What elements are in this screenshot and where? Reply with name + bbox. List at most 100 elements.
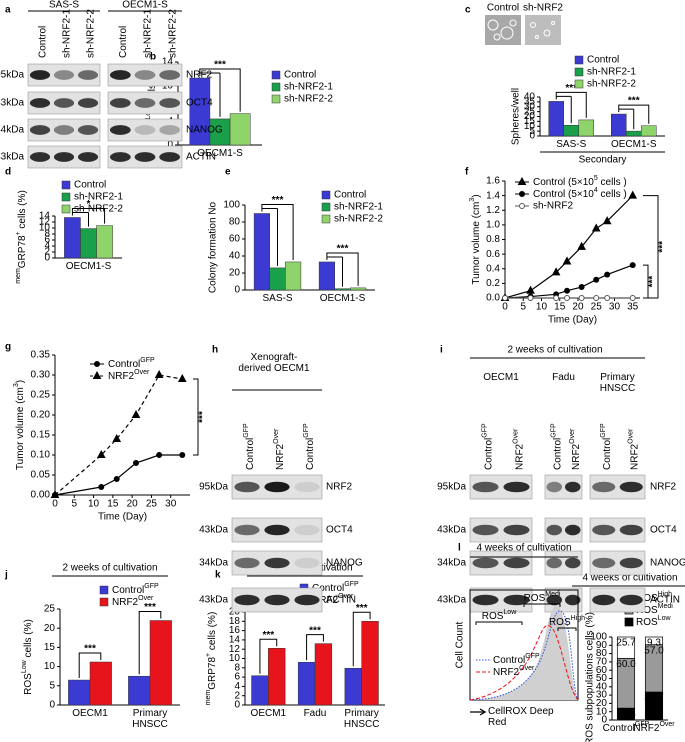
- legend-label: Control: [284, 70, 316, 81]
- text-part: cells (%): [23, 619, 34, 660]
- text-part: Over: [513, 428, 520, 444]
- marker: [604, 295, 611, 301]
- bar: [297, 661, 316, 706]
- legend-label: ROSHigh: [636, 591, 672, 603]
- blot-band: [109, 98, 131, 108]
- sphere: [535, 35, 539, 39]
- blot-band: [592, 524, 616, 536]
- marker: [562, 256, 572, 265]
- x-tick-label: 5: [520, 302, 526, 313]
- y-tick-label: 14: [229, 635, 241, 646]
- legend-label: sh-NRF2-1: [74, 192, 123, 203]
- marker-label: 95kDa: [199, 482, 228, 493]
- marker: [591, 223, 601, 232]
- x-tick-label: OECM1-S: [610, 139, 657, 150]
- text-part: ): [15, 380, 26, 383]
- blot-band: [472, 594, 499, 606]
- group-label: OECM1: [483, 372, 519, 383]
- y-tick-label: 20: [596, 698, 608, 709]
- y-tick-label: 0.25: [31, 390, 51, 401]
- significance-label: *: [87, 199, 91, 210]
- text-part: Medi: [545, 591, 561, 598]
- marker: [50, 489, 60, 498]
- text-part: GFP: [600, 423, 607, 438]
- marker: [629, 295, 636, 301]
- text-part: High: [571, 615, 586, 622]
- marker: [527, 295, 534, 301]
- marker: [519, 203, 525, 209]
- blot-band: [264, 557, 290, 569]
- significance-label: ***: [648, 276, 659, 288]
- protein-label: OCT4: [186, 98, 213, 109]
- text-part: Control: [493, 655, 525, 666]
- text-part: ROS: [636, 605, 658, 616]
- text-part: Control (5×10: [533, 189, 594, 200]
- text-part: Over: [569, 428, 576, 444]
- y-tick-label: 18: [229, 616, 241, 627]
- text-part: Over: [273, 428, 280, 444]
- bar: [189, 77, 211, 146]
- blot-band: [546, 594, 563, 606]
- y-tick-label: 5: [529, 126, 535, 137]
- marker: [526, 285, 535, 294]
- gate: [523, 603, 561, 607]
- legend-swatch: [321, 214, 331, 224]
- marker-label: 95kDa: [0, 70, 24, 81]
- panel-letter: i: [440, 345, 443, 356]
- bar: [89, 661, 112, 706]
- legend-label: sh-NRF2-1: [284, 82, 333, 93]
- y-tick-label: 1.2: [486, 205, 500, 216]
- text-part: Control: [305, 438, 316, 470]
- text-part: NRF2: [629, 443, 640, 470]
- marker-label: 43kDa: [437, 525, 466, 536]
- bar: [128, 675, 151, 706]
- x-tick-label: SAS-S: [262, 293, 293, 304]
- flow-x-label: CellROX Deep Red: [488, 706, 554, 728]
- lane-label: sh-NRF2-1: [62, 9, 73, 58]
- bar: [269, 267, 286, 291]
- blot-band: [294, 524, 320, 536]
- text-part: Low: [658, 615, 672, 622]
- panel-letter: g: [5, 342, 11, 353]
- marker: [113, 476, 120, 482]
- y-tick-label: 0.0: [486, 293, 500, 304]
- image-label: Control: [487, 3, 519, 14]
- y-axis-label: ROS subpopulations cells (%): [585, 612, 596, 742]
- text-part: Over: [134, 369, 150, 376]
- y-tick-label: 0.2: [486, 278, 500, 289]
- text-part: NRF2: [312, 595, 339, 606]
- text-part: Low: [21, 659, 28, 673]
- y-tick-label: 12: [229, 644, 241, 655]
- blot-band: [134, 152, 156, 162]
- y-tick-label: 0: [167, 140, 173, 151]
- sphere: [530, 22, 536, 28]
- legend-swatch: [321, 190, 331, 200]
- marker: [564, 287, 571, 294]
- significance-bracket: [199, 68, 241, 117]
- y-tick-label: 8: [234, 662, 240, 673]
- panel-letter: a: [5, 5, 11, 16]
- y-tick-label: 2: [234, 690, 240, 701]
- y-tick-label: 0: [234, 700, 240, 711]
- protein-label: ACTIN: [326, 595, 356, 606]
- y-tick-label: 40: [524, 92, 536, 103]
- y-axis-label: Colony formation No: [208, 201, 219, 293]
- x-tick-label: 25: [146, 499, 158, 510]
- significance-bracket: [352, 611, 371, 667]
- significance-bracket: [555, 91, 587, 124]
- value-label: 33.7: [644, 693, 664, 704]
- significance-bracket: [618, 104, 650, 130]
- text-part: GFP: [525, 653, 540, 660]
- bar: [626, 130, 642, 137]
- blot-band: [503, 524, 530, 536]
- x-tick-label: 5: [72, 499, 78, 510]
- y-tick-label: 30: [596, 690, 608, 701]
- protein-label: NRF2: [326, 482, 353, 493]
- y-tick-label: 90: [596, 640, 608, 651]
- significance-label: ***: [272, 195, 284, 206]
- y-tick-label: 0: [44, 253, 50, 264]
- y-tick-label: 25: [44, 604, 56, 615]
- gate-label: ROSLow: [482, 609, 517, 621]
- marker: [131, 409, 141, 418]
- micrograph: [525, 15, 561, 45]
